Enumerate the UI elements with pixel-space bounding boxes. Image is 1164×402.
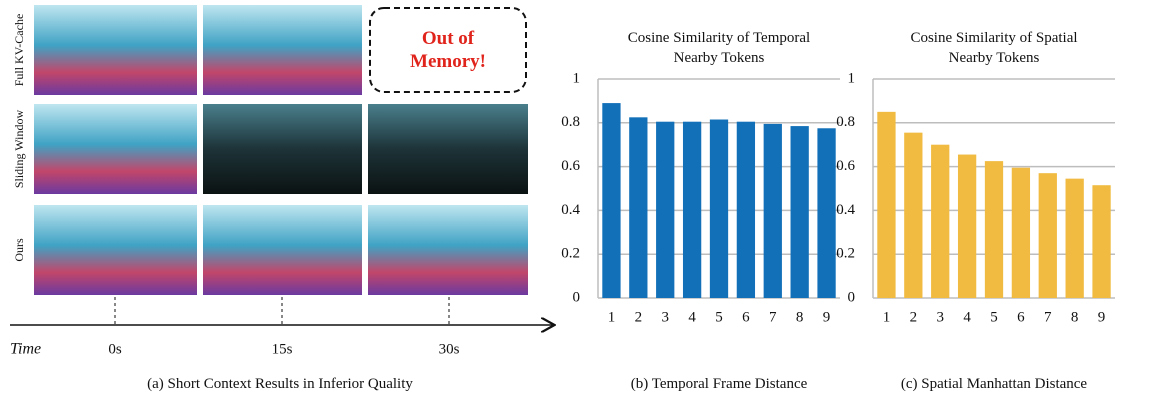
x-tick-label: 6 — [1017, 309, 1025, 325]
chart-title: Cosine Similarity of Spatial Nearby Toke… — [910, 30, 1078, 66]
y-tick-label: 0.2 — [561, 246, 580, 262]
video-frame — [34, 5, 197, 95]
bar — [656, 121, 675, 298]
video-frame — [203, 205, 362, 295]
time-label: Time — [10, 341, 41, 358]
caption: (a) Short Context Results in Inferior Qu… — [147, 376, 413, 392]
bar — [877, 111, 896, 298]
y-tick-label: 1 — [848, 70, 856, 86]
x-tick-label: 1 — [883, 309, 891, 325]
bar — [736, 121, 756, 298]
x-tick-label: 7 — [769, 309, 777, 325]
bar — [629, 117, 648, 298]
bar — [682, 121, 702, 298]
video-frame — [368, 205, 528, 295]
x-tick-label: 9 — [823, 309, 831, 325]
y-tick-label: 0.2 — [836, 246, 855, 262]
video-frame — [203, 104, 362, 194]
video-frame — [34, 104, 197, 194]
bar — [931, 144, 950, 298]
time-tick: 0s — [108, 341, 122, 357]
bar — [790, 126, 809, 299]
bar — [904, 132, 923, 298]
y-tick-label: 0.8 — [561, 114, 580, 130]
y-tick-label: 0 — [573, 289, 581, 305]
bar — [763, 123, 782, 299]
x-tick-label: 7 — [1044, 309, 1052, 325]
y-tick-label: 0 — [848, 289, 856, 305]
y-tick-label: 0.4 — [836, 202, 855, 218]
video-frames — [34, 5, 528, 295]
x-tick-label: 5 — [715, 309, 723, 325]
caption: (b) Temporal Frame Distance — [630, 376, 808, 392]
x-tick-label: 4 — [688, 309, 696, 325]
video-frame — [34, 205, 197, 295]
x-tick-label: 8 — [1071, 309, 1079, 325]
caption: (c) Spatial Manhattan Distance — [900, 376, 1088, 392]
bar — [1065, 178, 1084, 298]
chart-title: Cosine Similarity of Temporal Nearby Tok… — [627, 30, 811, 66]
bar — [1092, 185, 1111, 298]
bar — [1011, 167, 1031, 298]
y-tick-label: 0.8 — [836, 114, 855, 130]
x-tick-label: 5 — [990, 309, 998, 325]
bar — [602, 103, 621, 298]
video-frame — [368, 104, 528, 194]
bar — [1038, 173, 1057, 298]
y-tick-label: 0.6 — [561, 158, 580, 174]
x-tick-label: 1 — [608, 309, 616, 325]
bar — [957, 154, 977, 298]
row-label: Full KV-Cache — [12, 14, 26, 87]
y-tick-label: 0.4 — [561, 202, 580, 218]
row-label: Ours — [12, 238, 26, 262]
bar — [984, 161, 1004, 298]
x-tick-label: 3 — [936, 309, 944, 325]
x-tick-label: 6 — [742, 309, 750, 325]
time-tick: 15s — [272, 341, 293, 357]
x-tick-label: 8 — [796, 309, 804, 325]
x-tick-label: 9 — [1098, 309, 1106, 325]
oom-text: Out of Memory! — [410, 28, 486, 72]
x-tick-label: 4 — [963, 309, 971, 325]
row-label: Sliding Window — [12, 110, 26, 189]
oom-box — [369, 7, 527, 93]
y-tick-label: 0.6 — [836, 158, 855, 174]
x-tick-label: 2 — [910, 309, 918, 325]
time-tick: 30s — [439, 341, 460, 357]
x-tick-label: 3 — [661, 309, 669, 325]
bar — [709, 119, 729, 298]
x-tick-label: 2 — [635, 309, 643, 325]
video-frame — [203, 5, 362, 95]
y-tick-label: 1 — [573, 70, 581, 86]
bar — [817, 128, 836, 298]
